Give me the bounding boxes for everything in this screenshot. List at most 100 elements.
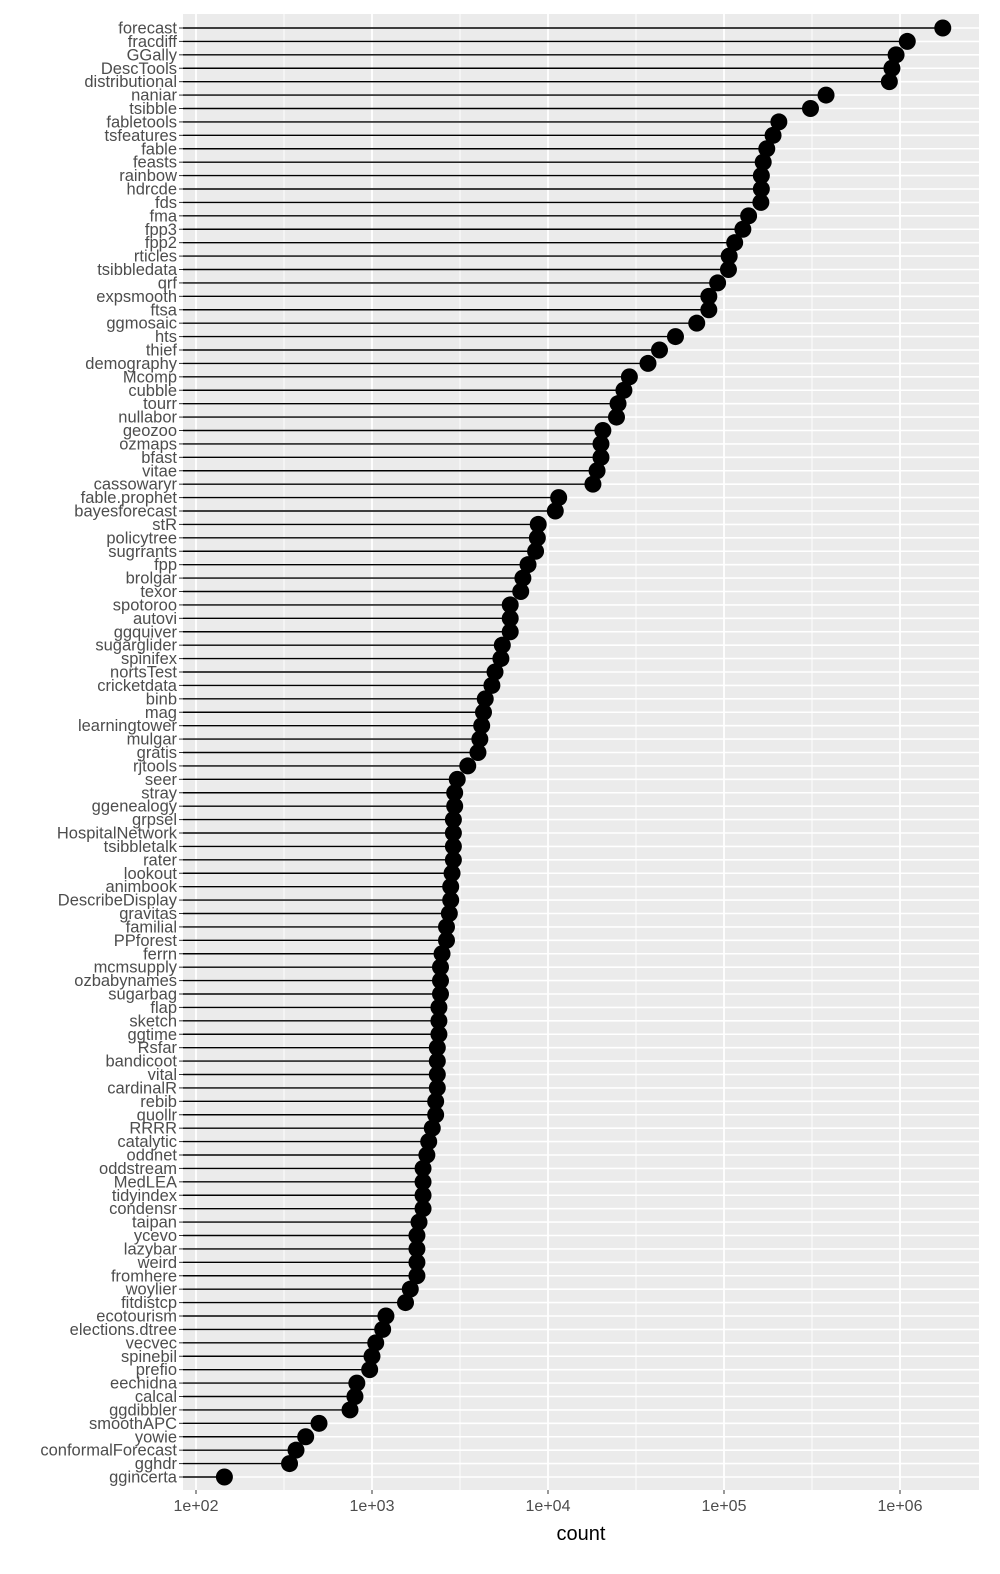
y-tick-label: tsibbledata <box>97 261 178 279</box>
lollipop-point <box>459 757 477 775</box>
lollipop-point <box>443 864 461 882</box>
y-tick-label: spinebil <box>121 1348 177 1366</box>
y-tick-label: vitae <box>142 462 177 480</box>
y-tick-label: spotoroo <box>113 596 177 614</box>
x-tick-label: 1e+04 <box>526 1498 571 1515</box>
lollipop-point <box>476 690 494 708</box>
lollipop-point <box>430 1025 448 1043</box>
lollipop-point <box>396 1294 414 1312</box>
lollipop-point <box>528 529 546 547</box>
lollipop-point <box>512 583 530 600</box>
y-tick-label: forecast <box>118 20 177 38</box>
lollipop-point <box>501 596 519 614</box>
lollipop-point <box>430 1012 448 1030</box>
x-axis-tick-labels: 1e+02 1e+03 1e+04 1e+05 1e+06 <box>174 1498 923 1515</box>
y-tick-label: demography <box>85 355 177 373</box>
lollipop-point <box>418 1146 436 1164</box>
lollipop-point <box>726 234 744 252</box>
lollipop-point <box>709 274 727 292</box>
lollipop-point <box>758 140 776 158</box>
y-tick-label: hts <box>155 328 177 346</box>
lollipop-point <box>519 556 537 574</box>
y-tick-label: ozmaps <box>119 435 177 453</box>
lollipop-point <box>428 1079 446 1097</box>
lollipop-point <box>501 609 519 627</box>
lollipop-point <box>408 1253 426 1271</box>
lollipop-point <box>408 1267 426 1285</box>
x-tick-label: 1e+02 <box>174 1498 219 1515</box>
y-tick-label: brolgar <box>126 570 178 588</box>
y-tick-label: binb <box>146 690 177 708</box>
y-tick-label: nortsTest <box>110 664 177 682</box>
lollipop-point <box>620 368 638 386</box>
y-tick-label: mcmsupply <box>94 959 178 977</box>
y-tick-label: fracdiff <box>128 33 178 51</box>
lollipop-point <box>492 650 510 668</box>
lollipop-point <box>883 59 901 77</box>
y-tick-label: sketch <box>129 1012 177 1030</box>
lollipop-point <box>934 19 952 37</box>
lollipop-point <box>444 824 462 842</box>
lollipop-point <box>734 220 752 238</box>
lollipop-point <box>377 1307 395 1325</box>
lollipop-point <box>770 113 788 131</box>
lollipop-point <box>546 502 564 520</box>
lollipop-points <box>215 19 952 1486</box>
lollipop-point <box>700 287 718 305</box>
y-tick-label: weird <box>137 1254 177 1272</box>
lollipop-point <box>423 1119 441 1137</box>
y-tick-label: DescTools <box>101 60 177 78</box>
y-tick-label: animbook <box>105 878 177 896</box>
x-tick-label: 1e+06 <box>878 1498 923 1515</box>
x-axis-ticks <box>195 1490 901 1494</box>
lollipop-point <box>880 73 898 91</box>
y-tick-label: MedLEA <box>114 1173 177 1191</box>
y-tick-label: PPforest <box>114 932 178 950</box>
lollipop-point <box>754 153 772 171</box>
y-tick-label: fpp2 <box>145 234 177 252</box>
lollipop-point <box>430 998 448 1016</box>
lollipop-point <box>437 931 455 949</box>
lollipop-point <box>427 1106 445 1124</box>
lollipop-point <box>414 1173 432 1191</box>
y-tick-label: bayesforecast <box>74 503 177 521</box>
y-tick-label: rater <box>143 851 177 869</box>
lollipop-point <box>650 341 668 359</box>
y-tick-label: qrf <box>158 274 178 292</box>
lollipop-point <box>440 905 458 922</box>
y-tick-label: oddnet <box>127 1147 178 1165</box>
lollipop-point <box>486 663 504 681</box>
y-tick-label: taipan <box>132 1214 177 1232</box>
lollipop-point <box>281 1455 299 1473</box>
lollipop-point <box>887 46 905 64</box>
y-tick-label: calcal <box>135 1388 177 1406</box>
lollipop-point <box>431 985 449 1003</box>
lollipop-point <box>215 1468 233 1486</box>
y-tick-label: GGally <box>127 46 178 64</box>
lollipop-point <box>444 851 462 869</box>
y-tick-label: tidyindex <box>112 1187 178 1205</box>
y-tick-label: autovi <box>133 610 177 628</box>
y-tick-label: fabletools <box>106 113 177 131</box>
lollipop-point <box>414 1186 432 1204</box>
y-tick-label: flap <box>150 999 177 1017</box>
y-tick-label: eechidna <box>110 1375 178 1393</box>
y-tick-label: ycevo <box>134 1227 177 1245</box>
lollipop-point <box>666 328 684 346</box>
y-tick-label: ecotourism <box>96 1308 177 1326</box>
y-tick-label: feasts <box>133 154 177 172</box>
lollipop-point <box>471 730 489 748</box>
y-tick-label: sugarglider <box>95 637 177 655</box>
y-tick-label: nullabor <box>118 409 177 427</box>
lollipop-point <box>446 797 464 815</box>
y-tick-label: distributional <box>84 73 177 91</box>
y-tick-label: fds <box>155 194 177 212</box>
lollipop-point <box>410 1213 428 1231</box>
x-axis-title: count <box>557 1523 606 1545</box>
lollipop-point <box>550 489 568 507</box>
y-tick-label: ggquiver <box>114 623 178 641</box>
lollipop-point <box>433 945 451 963</box>
lollipop-point <box>752 180 770 198</box>
lollipop-point <box>346 1388 364 1405</box>
